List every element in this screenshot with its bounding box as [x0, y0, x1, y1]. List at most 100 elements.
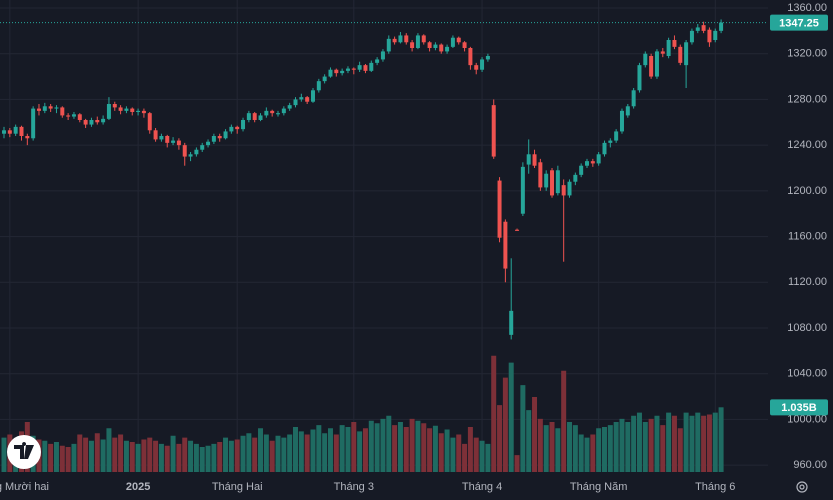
candle-body: [252, 113, 257, 120]
volume-bar: [71, 443, 77, 472]
candle-body: [36, 108, 41, 111]
settings-icon[interactable]: [796, 481, 808, 493]
volume-bar: [182, 437, 188, 472]
volume-bar: [100, 439, 106, 472]
volume-bar: [479, 440, 485, 472]
candle-body: [7, 130, 12, 134]
candle-body: [602, 142, 607, 155]
candle-body: [713, 30, 718, 40]
candle-body: [695, 27, 700, 31]
y-tick-label: 1280.00: [787, 93, 827, 105]
candle-body: [619, 110, 624, 132]
volume-bar: [636, 412, 642, 472]
x-tick-label: Tháng Năm: [570, 481, 627, 493]
candle-body: [211, 136, 216, 142]
y-tick-label: 1200.00: [787, 185, 827, 197]
candle-body: [31, 108, 36, 139]
candle-body: [689, 30, 694, 43]
candle-body: [520, 166, 525, 214]
volume-bar: [193, 443, 199, 472]
y-tick-label: 1080.00: [787, 322, 827, 334]
y-tick-label: 1240.00: [787, 139, 827, 151]
volume-bar: [240, 435, 246, 472]
volume-bar: [88, 440, 94, 472]
candle-body: [567, 181, 572, 196]
candle-body: [631, 90, 636, 107]
volume-bar: [158, 443, 164, 472]
candle-body: [660, 51, 665, 54]
volume-bar: [537, 418, 543, 472]
candle-body: [112, 104, 117, 108]
volume-bar: [526, 410, 532, 472]
candle-body: [206, 141, 211, 146]
volume-bar: [362, 428, 368, 472]
candle-body: [153, 130, 158, 140]
candle-body: [171, 140, 176, 143]
candle-body: [497, 180, 502, 238]
candle-body: [439, 44, 444, 52]
y-tick-label: 960.00: [793, 459, 827, 471]
candle-body: [480, 59, 485, 70]
volume-bar: [578, 434, 584, 472]
candle-body: [293, 99, 298, 106]
volume-bar: [258, 428, 264, 472]
volume-bar: [421, 423, 427, 472]
candle-body: [188, 154, 193, 157]
candle-body: [235, 126, 240, 130]
candle-body: [89, 120, 94, 125]
volume-bar: [304, 434, 310, 472]
candle-body: [54, 107, 59, 109]
volume-bar: [368, 420, 374, 472]
volume-bar: [53, 442, 59, 472]
candle-body: [328, 69, 333, 77]
volume-bar: [427, 428, 433, 472]
candle-body: [305, 97, 310, 102]
candle-body: [392, 38, 397, 43]
volume-bar: [357, 431, 363, 472]
candle-body: [456, 37, 461, 43]
candle-body: [246, 113, 251, 120]
candle-body: [241, 120, 246, 130]
candle-body: [538, 162, 543, 188]
candle-body: [445, 46, 450, 52]
volume-bar: [211, 443, 217, 472]
candle-body: [433, 44, 438, 48]
volume-bar: [164, 445, 170, 472]
candle-body: [124, 108, 129, 111]
volume-bar: [234, 439, 240, 472]
volume-bar: [199, 447, 205, 472]
volume-bar: [444, 429, 450, 472]
volume-bar: [660, 425, 666, 472]
candle-body: [270, 110, 275, 114]
volume-bar: [473, 437, 479, 472]
volume-bar: [666, 412, 672, 472]
candle-body: [404, 35, 409, 43]
candle-body: [503, 221, 508, 269]
candle-body: [421, 35, 426, 43]
candle-body: [550, 170, 555, 196]
volume-bar: [374, 423, 380, 472]
candle-body: [398, 35, 403, 43]
volume-bar: [438, 433, 444, 472]
volume-bar: [112, 437, 118, 472]
candle-body: [684, 42, 689, 66]
candle-body: [182, 145, 187, 157]
candle-body: [515, 229, 520, 231]
volume-bar: [188, 440, 194, 472]
volume-bar: [683, 412, 689, 472]
volume-bar: [520, 385, 526, 472]
candle-body: [707, 29, 712, 43]
volume-bar: [601, 427, 607, 472]
candle-body: [555, 170, 560, 194]
volume-bar: [572, 425, 578, 472]
volume-bar: [94, 433, 100, 472]
x-tick-label: Tháng Hai: [212, 481, 263, 493]
volume-bar: [677, 428, 683, 472]
candle-body: [357, 65, 362, 70]
candle-body: [351, 68, 356, 70]
volume-bar: [456, 434, 462, 472]
last-price-label: 1347.25: [779, 17, 819, 29]
candle-body: [19, 126, 24, 136]
volume-bar: [170, 435, 176, 472]
candle-body: [310, 90, 315, 102]
